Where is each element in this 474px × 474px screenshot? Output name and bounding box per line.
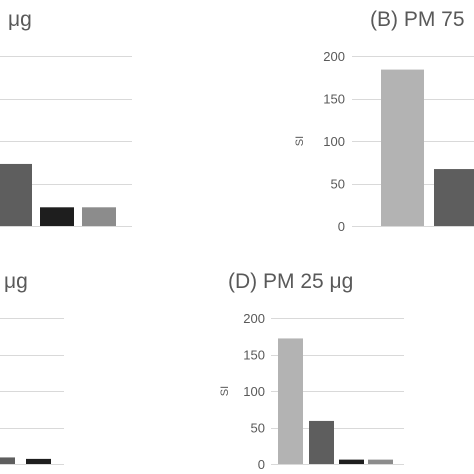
- panel-b-bar-2: [434, 169, 474, 226]
- panel-a-bar-3: [40, 207, 74, 226]
- panel-a-title: μg: [8, 8, 32, 31]
- panel-d-bar-2: [309, 420, 334, 464]
- panel-b-tick-label: 100: [323, 134, 345, 149]
- panel-d-tick-label: 100: [243, 384, 265, 399]
- panel-d-chart: 0 50 100 150 200 SI (D) PM 25 μg: [219, 270, 404, 472]
- panel-b-tick-label: 150: [323, 92, 345, 107]
- panel-c-chart: μg: [0, 270, 64, 465]
- panel-d-tick-label: 50: [251, 421, 265, 436]
- panel-d-y-axis-label: SI: [219, 386, 231, 396]
- panel-b-tick-label: 200: [323, 49, 345, 64]
- panel-d-tick-label: 0: [258, 457, 265, 472]
- panel-c-title: μg: [4, 270, 28, 293]
- panel-d-title: (D) PM 25 μg: [228, 270, 353, 293]
- panel-a-bar-2: [0, 163, 32, 226]
- panel-b-bar-1: [381, 69, 424, 226]
- panel-a-bar-4: [82, 207, 116, 226]
- panel-b-title: (B) PM 75: [370, 8, 465, 31]
- panel-d-bar-4: [368, 459, 393, 464]
- panel-d-bar-3: [339, 459, 364, 464]
- panel-b-y-axis-label: SI: [294, 136, 306, 146]
- panel-c-bar-3: [26, 458, 51, 464]
- panel-c-bar-2: [0, 457, 15, 464]
- panel-b-tick-label: 50: [331, 177, 345, 192]
- panel-b-chart: 0 50 100 150 200 SI (B) PM 75: [294, 8, 474, 234]
- panel-d-tick-label: 200: [243, 311, 265, 326]
- panel-b-tick-label: 0: [338, 219, 345, 234]
- panel-a-chart: μg: [0, 8, 132, 227]
- panel-d-tick-label: 150: [243, 348, 265, 363]
- panel-d-bar-1: [278, 338, 303, 464]
